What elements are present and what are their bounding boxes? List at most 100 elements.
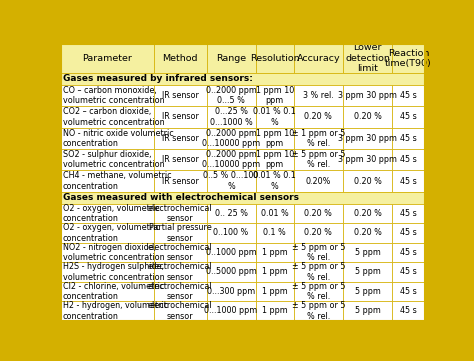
Text: 0.20 %: 0.20 % bbox=[354, 229, 382, 238]
Text: Accuracy: Accuracy bbox=[297, 54, 340, 63]
Bar bbox=[207, 85, 255, 106]
Text: 3 ppm 30 ppm: 3 ppm 30 ppm bbox=[338, 155, 397, 164]
Bar bbox=[207, 301, 255, 321]
Text: 45 s: 45 s bbox=[400, 287, 417, 296]
Text: 0..100 %: 0..100 % bbox=[213, 229, 249, 238]
Text: 0..2000 ppm
0...10000 ppm: 0..2000 ppm 0...10000 ppm bbox=[202, 129, 260, 148]
Bar bbox=[207, 282, 255, 301]
Bar bbox=[207, 243, 255, 262]
Text: Gases measured with electrochemical sensors: Gases measured with electrochemical sens… bbox=[63, 193, 299, 202]
Text: Cl2 - chlorine, volumetric
concentration: Cl2 - chlorine, volumetric concentration bbox=[63, 282, 164, 301]
Text: 0.20 %: 0.20 % bbox=[304, 112, 332, 121]
Text: 0.20 %: 0.20 % bbox=[304, 229, 332, 238]
Bar bbox=[343, 282, 392, 301]
Text: 0...300 ppm: 0...300 ppm bbox=[207, 287, 255, 296]
Text: H2S - hydrogen sulphide,
volumetric concentration: H2S - hydrogen sulphide, volumetric conc… bbox=[63, 262, 164, 282]
Text: 5 ppm: 5 ppm bbox=[355, 306, 381, 316]
Text: 1 ppm: 1 ppm bbox=[262, 268, 288, 277]
Bar bbox=[154, 204, 207, 223]
Bar bbox=[207, 149, 255, 170]
Bar bbox=[392, 85, 425, 106]
Text: 0.01 % 0.1
%: 0.01 % 0.1 % bbox=[254, 107, 296, 127]
Text: 45 s: 45 s bbox=[400, 91, 417, 100]
Text: IR sensor: IR sensor bbox=[162, 177, 199, 186]
Bar bbox=[255, 243, 294, 262]
Bar bbox=[61, 85, 154, 106]
Bar bbox=[207, 223, 255, 243]
Text: O2 - oxygen, volumetric
concentration: O2 - oxygen, volumetric concentration bbox=[63, 204, 159, 223]
Text: 1 ppm 10
ppm: 1 ppm 10 ppm bbox=[255, 86, 294, 105]
Bar bbox=[255, 44, 294, 73]
Text: ± 5 ppm or 5
% rel.: ± 5 ppm or 5 % rel. bbox=[292, 262, 345, 282]
Text: 1 ppm 10
ppm: 1 ppm 10 ppm bbox=[255, 129, 294, 148]
Text: ± 1 ppm or 5
% rel.: ± 1 ppm or 5 % rel. bbox=[292, 129, 345, 148]
Bar bbox=[255, 170, 294, 192]
Text: 3 ppm 30 ppm: 3 ppm 30 ppm bbox=[338, 91, 397, 100]
Text: 0.01 %: 0.01 % bbox=[261, 209, 289, 218]
Text: 0.20 %: 0.20 % bbox=[304, 209, 332, 218]
Bar bbox=[154, 170, 207, 192]
Text: CH4 - methane, volumetric
concentration: CH4 - methane, volumetric concentration bbox=[63, 171, 171, 191]
Bar bbox=[343, 127, 392, 149]
Text: 0.20 %: 0.20 % bbox=[354, 112, 382, 121]
Text: ± 5 ppm or 5
% rel.: ± 5 ppm or 5 % rel. bbox=[292, 150, 345, 169]
Text: 0.20 %: 0.20 % bbox=[354, 177, 382, 186]
Text: 45 s: 45 s bbox=[400, 155, 417, 164]
Text: 0...25 %
0...1000 %: 0...25 % 0...1000 % bbox=[210, 107, 253, 127]
Bar bbox=[154, 301, 207, 321]
Text: IR sensor: IR sensor bbox=[162, 91, 199, 100]
Text: 0.1 %: 0.1 % bbox=[264, 229, 286, 238]
Bar bbox=[61, 127, 154, 149]
Bar bbox=[294, 243, 343, 262]
Text: 1 ppm: 1 ppm bbox=[262, 287, 288, 296]
Text: CO – carbon monoxide,
volumetric concentration: CO – carbon monoxide, volumetric concent… bbox=[63, 86, 164, 105]
Text: 0.20%: 0.20% bbox=[306, 177, 331, 186]
Bar bbox=[343, 204, 392, 223]
Text: 0..5 % 0...100
%: 0..5 % 0...100 % bbox=[203, 171, 259, 191]
Bar bbox=[392, 262, 425, 282]
Text: 0..1000 ppm: 0..1000 ppm bbox=[206, 248, 256, 257]
Bar bbox=[154, 223, 207, 243]
Text: 45 s: 45 s bbox=[400, 209, 417, 218]
Bar bbox=[392, 106, 425, 127]
Text: 45 s: 45 s bbox=[400, 134, 417, 143]
Bar bbox=[61, 44, 154, 73]
Bar bbox=[343, 223, 392, 243]
Text: 45 s: 45 s bbox=[400, 248, 417, 257]
Text: 0.01 % 0.1
%: 0.01 % 0.1 % bbox=[254, 171, 296, 191]
Text: Reaction
time(T90): Reaction time(T90) bbox=[385, 49, 432, 68]
Bar bbox=[61, 192, 425, 204]
Text: ± 5 ppm or 5
% rel.: ± 5 ppm or 5 % rel. bbox=[292, 243, 345, 262]
Bar bbox=[392, 243, 425, 262]
Text: Method: Method bbox=[163, 54, 198, 63]
Text: Resolution: Resolution bbox=[250, 54, 300, 63]
Bar bbox=[343, 106, 392, 127]
Text: NO - nitric oxide volumetric
concentration: NO - nitric oxide volumetric concentrati… bbox=[63, 129, 173, 148]
Text: 45 s: 45 s bbox=[400, 268, 417, 277]
Bar bbox=[294, 262, 343, 282]
Bar bbox=[392, 204, 425, 223]
Bar bbox=[61, 243, 154, 262]
Bar bbox=[154, 282, 207, 301]
Bar bbox=[61, 301, 154, 321]
Text: IR sensor: IR sensor bbox=[162, 112, 199, 121]
Text: Parameter: Parameter bbox=[82, 54, 132, 63]
Text: SO2 - sulphur dioxide,
volumetric concentration: SO2 - sulphur dioxide, volumetric concen… bbox=[63, 150, 164, 169]
Text: ± 5 ppm or 5
% rel.: ± 5 ppm or 5 % rel. bbox=[292, 282, 345, 301]
Bar bbox=[294, 204, 343, 223]
Text: 45 s: 45 s bbox=[400, 112, 417, 121]
Bar bbox=[343, 243, 392, 262]
Bar bbox=[294, 301, 343, 321]
Bar bbox=[255, 223, 294, 243]
Bar bbox=[61, 282, 154, 301]
Bar bbox=[294, 223, 343, 243]
Bar bbox=[154, 262, 207, 282]
Text: IR sensor: IR sensor bbox=[162, 155, 199, 164]
Bar bbox=[294, 170, 343, 192]
Text: ± 5 ppm or 5
% rel.: ± 5 ppm or 5 % rel. bbox=[292, 301, 345, 321]
Bar bbox=[207, 127, 255, 149]
Text: 45 s: 45 s bbox=[400, 229, 417, 238]
Text: NO2 - nitrogen dioxide,
volumetric concentration: NO2 - nitrogen dioxide, volumetric conce… bbox=[63, 243, 164, 262]
Text: 0.20 %: 0.20 % bbox=[354, 209, 382, 218]
Text: 5 ppm: 5 ppm bbox=[355, 287, 381, 296]
